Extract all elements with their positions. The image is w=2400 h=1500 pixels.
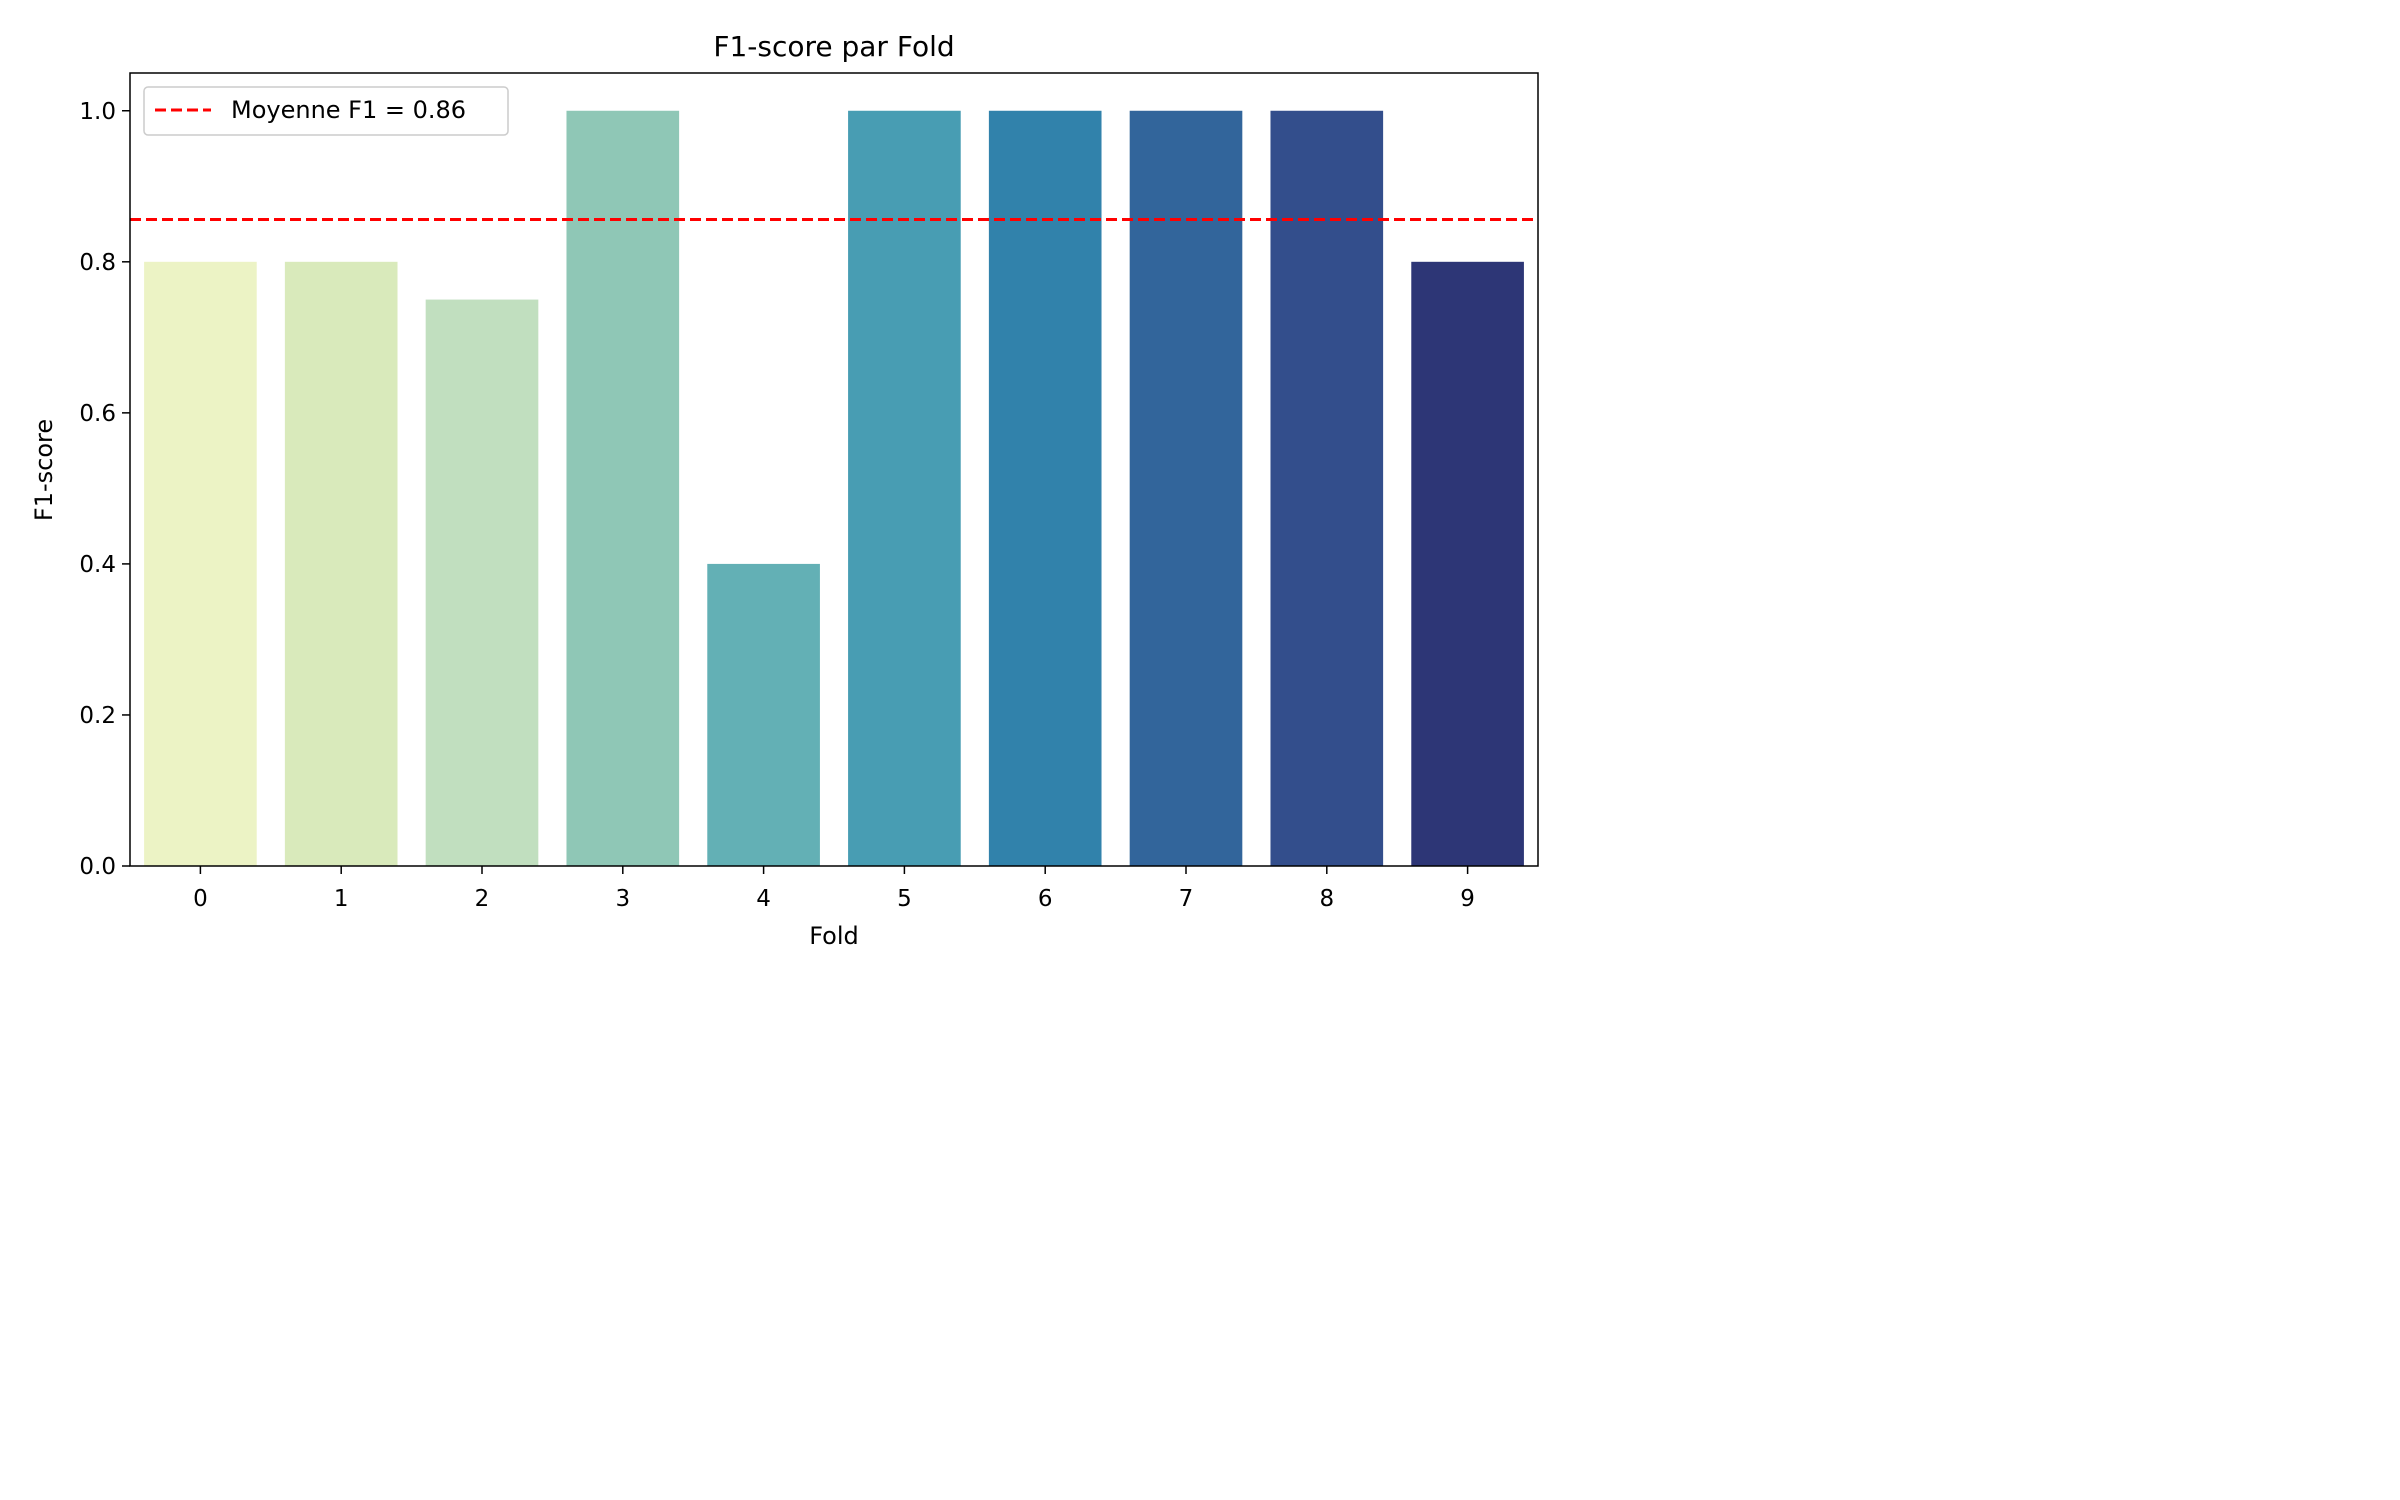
bar-fold-5 [848,110,961,866]
y-tick-label: 0.0 [79,854,116,880]
x-tick-label: 0 [193,886,208,912]
x-axis-label: Fold [809,922,859,950]
bar-fold-0 [144,261,257,866]
x-tick-label: 8 [1319,886,1334,912]
x-tick-label: 9 [1460,886,1475,912]
bar-fold-1 [284,261,398,866]
bar-fold-3 [566,110,680,866]
bar-fold-8 [1270,110,1384,866]
chart-title: F1-score par Fold [713,30,954,63]
x-tick-label: 6 [1038,886,1053,912]
y-axis-label: F1-score [30,419,58,521]
y-tick-label: 0.8 [79,250,116,276]
x-tick-label: 7 [1179,886,1194,912]
x-tick-label: 1 [334,886,349,912]
legend-mean-label: Moyenne F1 = 0.86 [231,96,466,124]
bar-fold-9 [1411,261,1524,866]
bar-fold-2 [425,299,539,867]
chart: F1-score par Fold 0.0 0.2 0.4 0.6 0.8 1.0 0 1 2… [30,30,1539,950]
bars-group [144,110,1524,867]
legend: Moyenne F1 = 0.86 [143,86,509,136]
x-tick-label: 3 [615,886,630,912]
bar-fold-7 [1129,110,1243,866]
x-tick-label: 5 [897,886,912,912]
x-axis: 0 1 2 3 4 5 6 7 8 9 [193,866,1475,912]
y-tick-label: 0.2 [79,703,116,729]
x-tick-label: 2 [475,886,490,912]
plot-frame [129,72,1539,867]
y-tick-label: 0.4 [79,552,116,578]
bar-fold-6 [988,110,1102,866]
bar-fold-4 [707,563,820,866]
y-axis: 0.0 0.2 0.4 0.6 0.8 1.0 [79,99,130,880]
y-tick-label: 1.0 [79,99,116,125]
x-tick-label: 4 [756,886,771,912]
legend-box [143,86,509,136]
y-tick-label: 0.6 [79,401,116,427]
